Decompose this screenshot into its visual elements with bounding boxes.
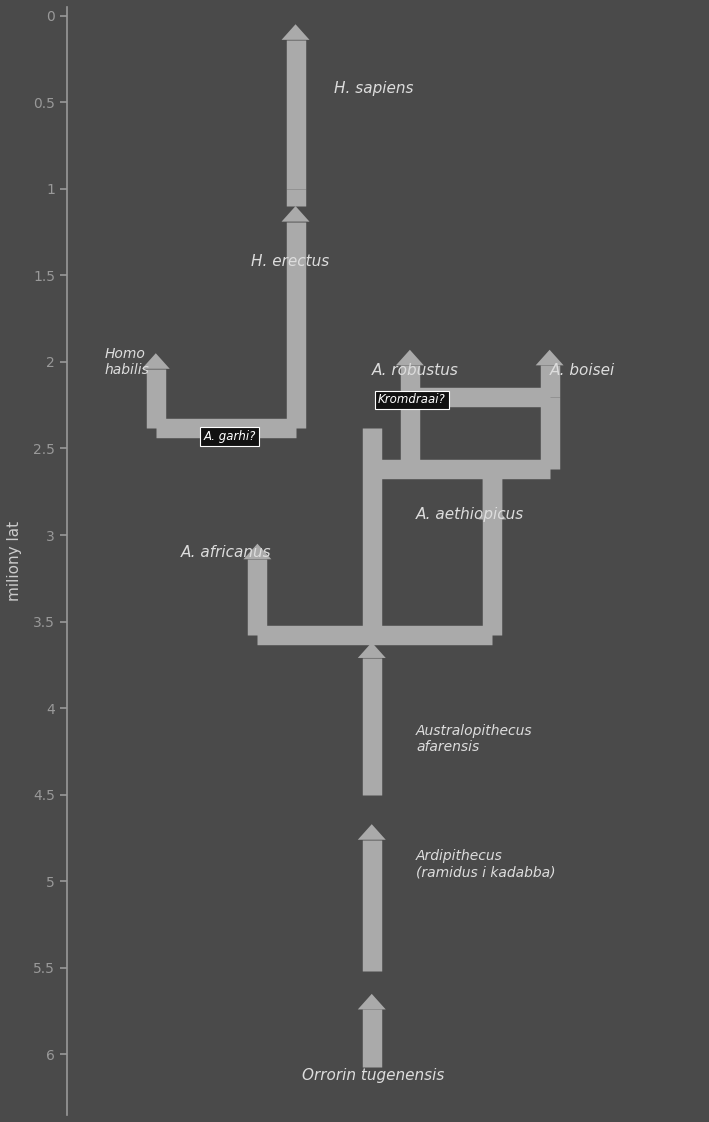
- Polygon shape: [358, 825, 386, 839]
- Polygon shape: [281, 206, 310, 222]
- Polygon shape: [358, 994, 386, 1010]
- Text: Australopithecus
afarensis: Australopithecus afarensis: [416, 724, 533, 754]
- Text: A. garhi?: A. garhi?: [203, 430, 256, 443]
- Polygon shape: [243, 544, 272, 559]
- Text: A. aethiopicus: A. aethiopicus: [416, 507, 525, 522]
- Polygon shape: [535, 350, 564, 366]
- Polygon shape: [479, 504, 506, 519]
- Text: A. robustus: A. robustus: [372, 364, 459, 378]
- Text: Ardipithecus
(ramidus i kadabba): Ardipithecus (ramidus i kadabba): [416, 849, 556, 880]
- Text: Orrorin tugenensis: Orrorin tugenensis: [302, 1068, 445, 1083]
- Text: Kromdraai?: Kromdraai?: [378, 394, 446, 406]
- Polygon shape: [396, 350, 424, 366]
- Polygon shape: [281, 25, 310, 40]
- Polygon shape: [358, 643, 386, 657]
- Polygon shape: [142, 353, 169, 369]
- Text: A. boisei: A. boisei: [549, 364, 615, 378]
- Text: H. erectus: H. erectus: [251, 254, 329, 269]
- Y-axis label: miliony lat: miliony lat: [7, 521, 22, 601]
- Text: H. sapiens: H. sapiens: [334, 81, 413, 95]
- Text: A. africanus: A. africanus: [182, 545, 272, 560]
- Text: Homo
habilis: Homo habilis: [105, 347, 150, 377]
